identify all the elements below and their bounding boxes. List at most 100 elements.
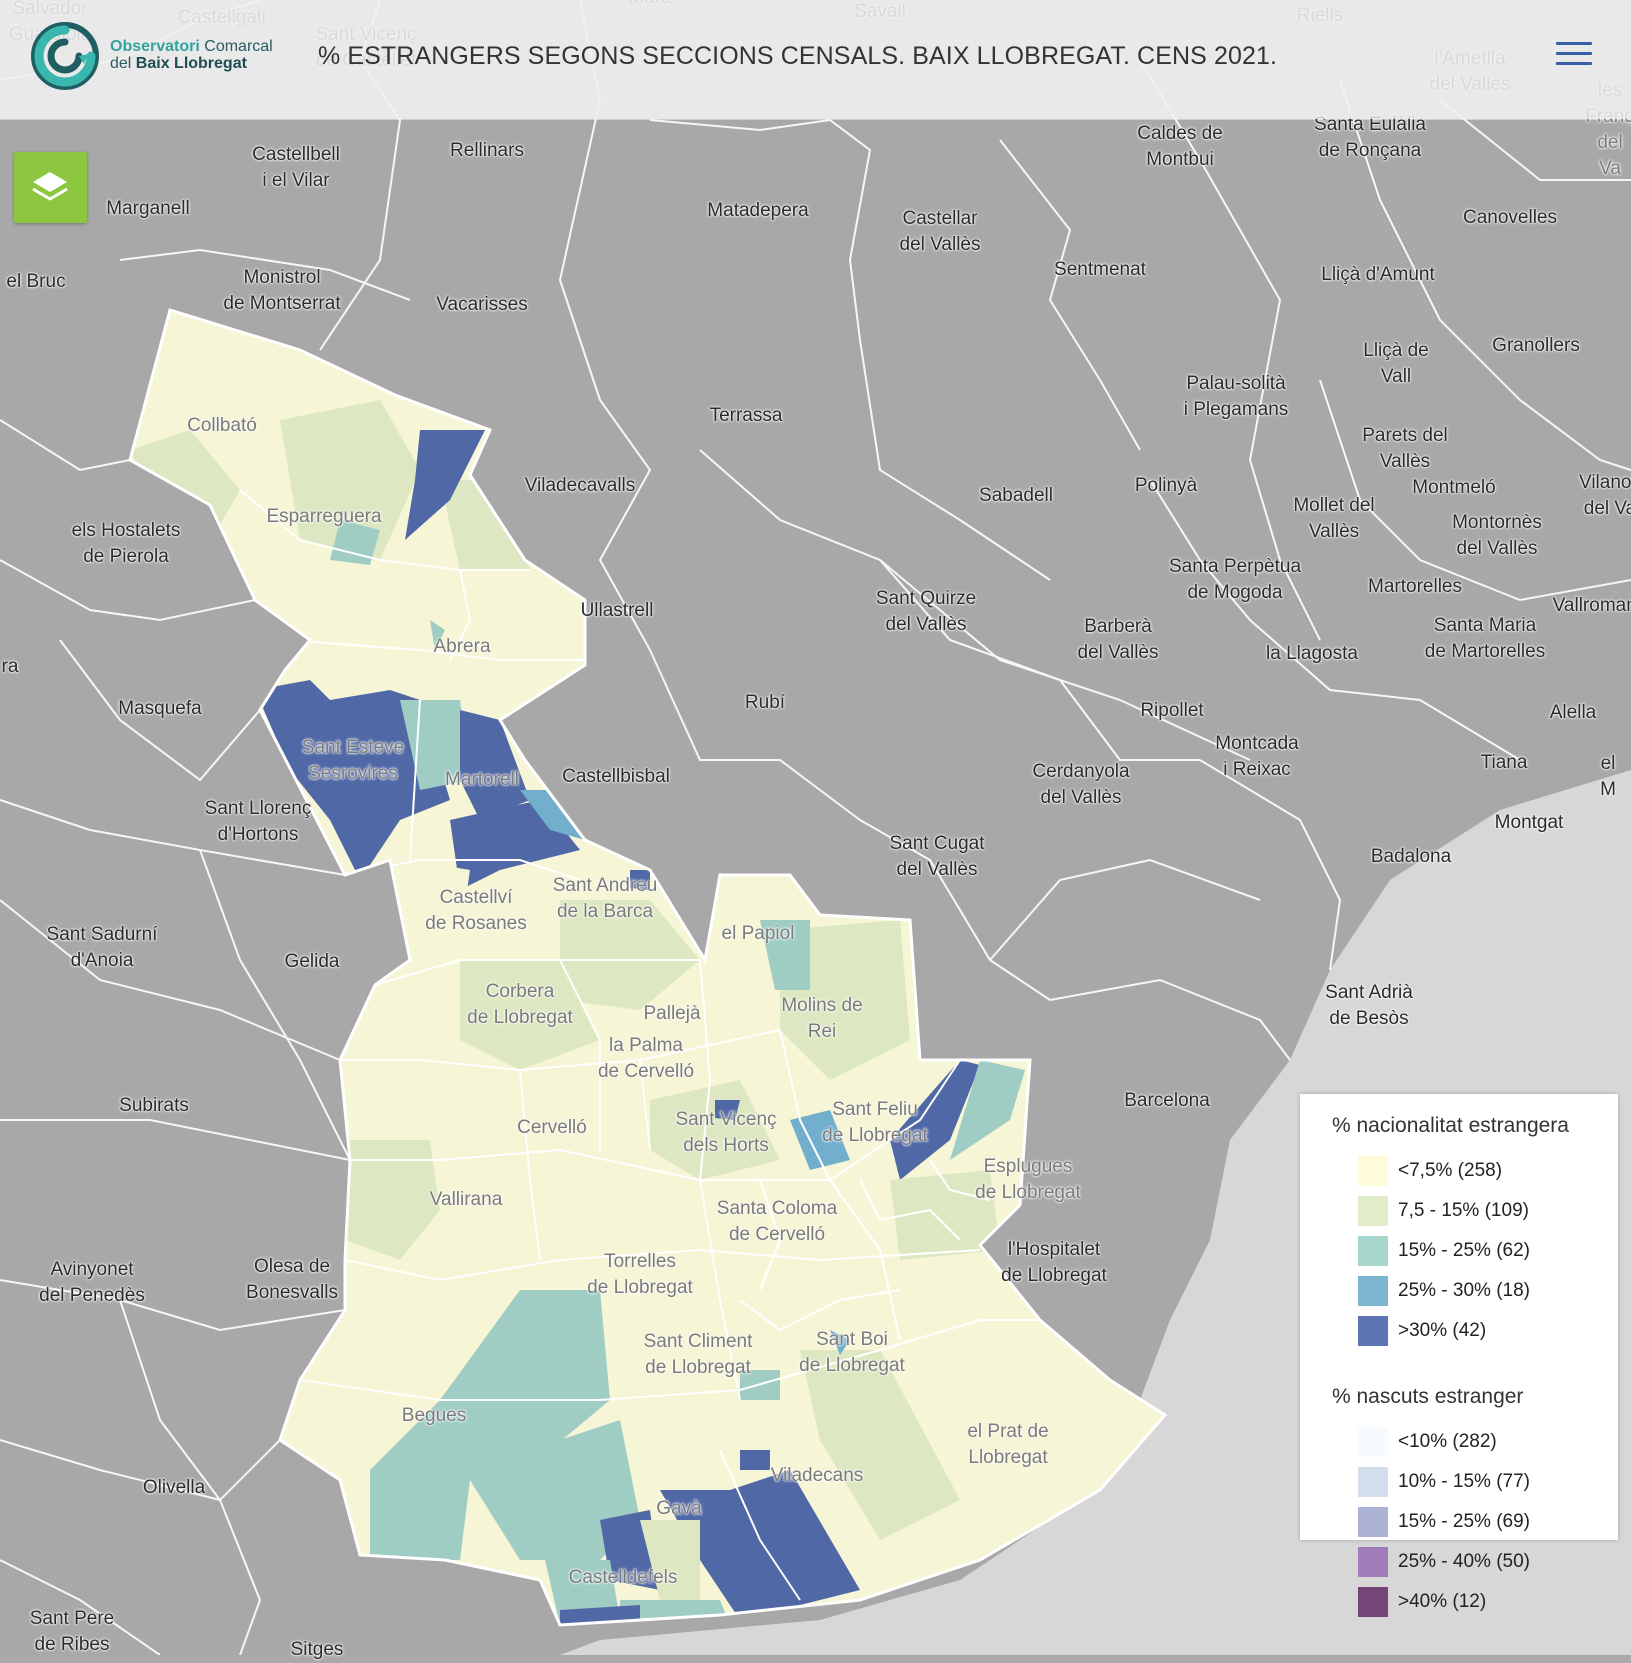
place-label: Collbató (187, 415, 257, 436)
place-label: el Prat de Llobregat (967, 1421, 1049, 1468)
menu-bar (1556, 62, 1592, 65)
place-label: Granollers (1492, 335, 1580, 356)
section-teal (760, 920, 810, 990)
place-label: Matadepera (707, 200, 809, 221)
legend-swatch (1358, 1427, 1388, 1457)
logo-text-line2-a: del (110, 55, 136, 72)
place-label: Esparreguera (266, 506, 382, 527)
place-label: Montmeló (1412, 477, 1496, 498)
place-label: Martorell (445, 769, 519, 790)
menu-bar (1556, 52, 1592, 55)
logo-text-line2-b: Baix Llobregat (135, 55, 247, 72)
place-label: Rellinars (450, 140, 524, 161)
legend-title-nationality: % nacionalitat estrangera (1332, 1114, 1569, 1137)
place-label: Olesa de Bonesvalls (246, 1256, 338, 1303)
place-label: Sant Vicenç dels Horts (675, 1109, 777, 1156)
logo-text: Observatori Comarcal del Baix Llobregat (110, 38, 273, 72)
place-label: Tiana (1480, 752, 1528, 773)
place-label: Sabadell (979, 485, 1053, 506)
menu-bar (1556, 42, 1592, 45)
section-green (400, 860, 470, 940)
section-blue (890, 1060, 980, 1180)
place-label: Masquefa (118, 698, 202, 719)
section-teal (400, 700, 470, 790)
place-label: els Hostalets de Pierola (71, 520, 181, 567)
section-blue (660, 1470, 860, 1620)
place-label: Santa Perpètua de Mogoda (1168, 556, 1302, 603)
legend-swatch (1358, 1467, 1388, 1497)
place-label: Sant Cugat del Vallès (889, 833, 985, 880)
section-teal (470, 1420, 640, 1560)
place-label: Sant Llorenç d'Hortons (204, 798, 312, 845)
place-label: Subirats (119, 1095, 189, 1116)
place-label: Viladecavalls (524, 475, 636, 496)
section-green (890, 1170, 1000, 1260)
page-title: % ESTRANGERS SEGONS SECCIONS CENSALS. BA… (318, 42, 1278, 70)
place-label: el M (1600, 753, 1616, 800)
legend-label: 25% - 40% (50) (1398, 1551, 1531, 1572)
legend-label: 25% - 30% (18) (1398, 1280, 1531, 1301)
place-label: Torrelles de Llobregat (587, 1251, 693, 1298)
logo-swirl-icon (31, 22, 99, 90)
legend-label: <7,5% (258) (1398, 1160, 1503, 1181)
place-label: Begues (401, 1405, 467, 1426)
legend-label: 15% - 25% (69) (1398, 1511, 1531, 1532)
place-label: Esplugues de Llobregat (975, 1156, 1081, 1203)
section-green (800, 1350, 960, 1540)
logo-text-line1-b: Comarcal (199, 38, 273, 55)
section-blue (255, 680, 450, 880)
legend-label: 15% - 25% (62) (1398, 1240, 1531, 1261)
section-teal (330, 520, 380, 565)
place-label: Sant Quirze del Vallès (875, 588, 977, 635)
legend-swatch (1358, 1316, 1388, 1346)
legend-label: 10% - 15% (77) (1398, 1471, 1531, 1492)
place-label: Sant Andreu de la Barca (552, 875, 658, 922)
place-label: Castellar del Vallès (899, 208, 981, 255)
place-label: Barcelona (1124, 1090, 1210, 1111)
hamburger-menu-icon[interactable] (1556, 42, 1592, 70)
place-label: Molins de Rei (781, 995, 863, 1042)
place-label: Vallromane (1552, 595, 1631, 616)
baix-llobregat-sections (130, 310, 1165, 1625)
legend-label: 7,5 - 15% (109) (1398, 1200, 1529, 1221)
place-label: Sant Adrià de Besòs (1325, 982, 1413, 1029)
place-label: Alella (1549, 702, 1597, 723)
section-green (460, 960, 600, 1070)
legend-label: >30% (42) (1398, 1320, 1487, 1341)
legend-swatch (1358, 1196, 1388, 1226)
place-label: Cervelló (517, 1117, 587, 1138)
place-label: Santa Maria de Martorelles (1424, 615, 1546, 662)
section-green (780, 920, 910, 1080)
place-label: Abrera (433, 636, 491, 657)
place-label: Ripollet (1140, 700, 1204, 721)
legend-swatch (1358, 1547, 1388, 1577)
section-boundaries (239, 489, 1040, 1601)
place-label: Lliçà d'Amunt (1321, 264, 1435, 285)
place-label: Olivella (142, 1477, 206, 1498)
map-legend: % nacionalitat estrangera <7,5% (258) 7,5… (1300, 1094, 1618, 1617)
place-label: Castelldefels (568, 1567, 678, 1588)
place-label: Martorelles (1368, 576, 1462, 597)
section-green (650, 1080, 780, 1180)
place-label: el Papiol (721, 923, 795, 944)
place-label: l'Hospitalet de Llobregat (1001, 1239, 1107, 1286)
place-label: Castellbell i el Vilar (252, 144, 340, 191)
place-label: Rubí (744, 692, 786, 713)
place-label: Terrassa (709, 405, 783, 426)
place-label: Montcada i Reixac (1215, 733, 1299, 780)
section-green (280, 400, 420, 560)
layers-button[interactable] (14, 152, 87, 223)
section-teal (370, 1290, 610, 1560)
place-label: Badalona (1370, 846, 1452, 867)
section-teal (950, 1060, 1025, 1160)
section-green (640, 1520, 700, 1600)
place-label: Avinyonet del Penedès (39, 1259, 145, 1306)
place-label: Montornès del Vallès (1452, 512, 1542, 559)
observatori-logo[interactable] (30, 16, 100, 96)
place-label: Sentmenat (1054, 259, 1146, 280)
place-label: Lliçà de Vall (1363, 340, 1429, 387)
place-label: Sitges (290, 1639, 344, 1660)
section-blue (740, 1450, 770, 1470)
section-blue (460, 710, 530, 820)
